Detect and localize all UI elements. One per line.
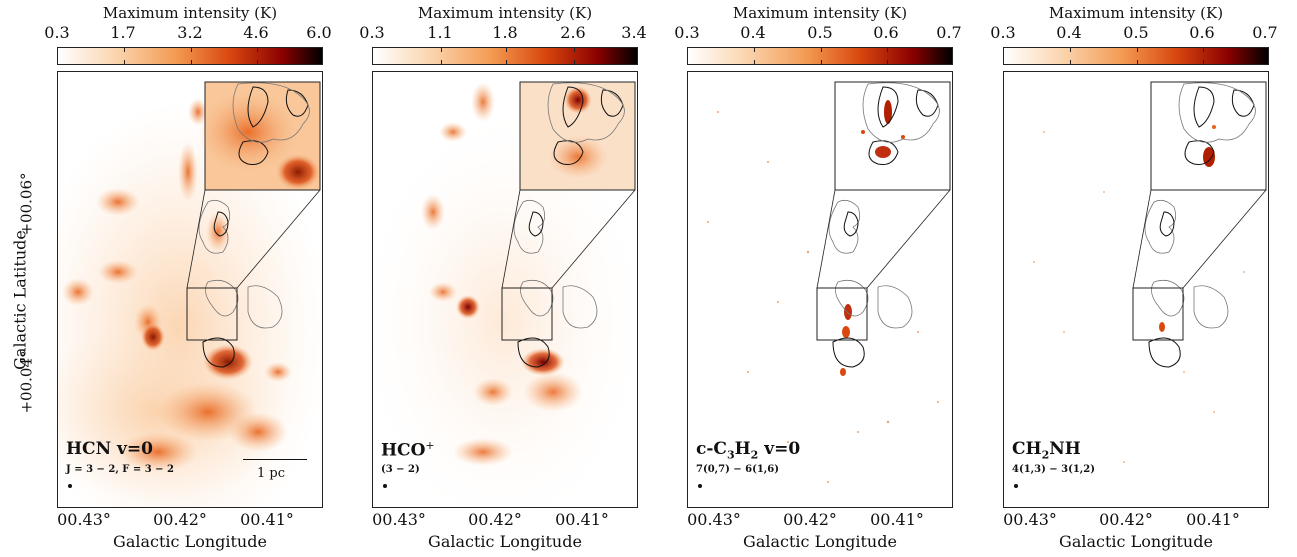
colorbar-tick: 0.4	[1056, 23, 1082, 42]
transition-label: 7(0,7) − 6(1,6)	[696, 464, 779, 475]
map-graphic	[373, 81, 637, 507]
intensity-map: HCO+ (3 − 2)	[372, 71, 638, 508]
colorbar-tick: 2.6	[560, 23, 586, 42]
x-tick-labels: 00.43° 00.42° 00.41°	[57, 510, 323, 532]
colorbar-tick: 0.6	[873, 23, 899, 42]
colorbar-tick: 0.5	[807, 23, 833, 42]
x-tick: 00.42°	[1099, 510, 1153, 529]
x-tick-labels: 00.43° 00.42° 00.41°	[1003, 510, 1269, 532]
colorbar-tick: 1.7	[110, 23, 136, 42]
colorbar-tick: 0.5	[1123, 23, 1149, 42]
x-tick: 00.42°	[153, 510, 207, 529]
colorbar-tick: 6.0	[306, 23, 332, 42]
colorbar-tick: 1.8	[492, 23, 518, 42]
colorbar-tick: 0.4	[740, 23, 766, 42]
colorbar-tick-labels: 0.3 1.1 1.8 2.6 3.4	[359, 23, 646, 43]
x-axis-label: Galactic Longitude	[1059, 532, 1213, 551]
x-axis-label: Galactic Longitude	[113, 532, 267, 551]
colorbar-title: Maximum intensity (K)	[1048, 4, 1224, 22]
x-tick: 00.43°	[687, 510, 741, 529]
x-tick: 00.42°	[468, 510, 522, 529]
colorbar-title: Maximum intensity (K)	[732, 4, 908, 22]
panel-hco-plus: Maximum intensity (K) 0.3 1.1 1.8 2.6 3.…	[359, 0, 657, 557]
colorbar-tick: 0.3	[674, 23, 700, 42]
species-label: c-C3H2 v=0	[696, 439, 801, 462]
species-label: HCN v=0	[66, 439, 154, 459]
colorbar-tick: 0.7	[1252, 23, 1278, 42]
colorbar-tick: 0.3	[990, 23, 1016, 42]
colorbar	[687, 47, 953, 65]
species-label: CH2NH	[1012, 439, 1081, 462]
intensity-map: HCN v=0 J = 3 − 2, F = 3 − 2 1 pc	[57, 71, 323, 508]
x-tick: 00.41°	[555, 510, 609, 529]
colorbar-tick-labels: 0.3 0.4 0.5 0.6 0.7	[674, 23, 961, 43]
x-tick: 00.41°	[1186, 510, 1240, 529]
colorbar-tick: 3.2	[177, 23, 203, 42]
beam-marker	[1014, 484, 1018, 488]
panel-c-c3h2: Maximum intensity (K) 0.3 0.4 0.5 0.6 0.…	[674, 0, 972, 557]
colorbar-tick: 4.6	[243, 23, 269, 42]
panel-hcn: Maximum intensity (K) 0.3 1.7 3.2 4.6 6.…	[18, 0, 342, 557]
colorbar-tick: 0.7	[936, 23, 962, 42]
colorbar-tick: 0.6	[1189, 23, 1215, 42]
x-tick-labels: 00.43° 00.42° 00.41°	[687, 510, 953, 532]
intensity-map: CH2NH 4(1,3) − 3(1,2)	[1003, 71, 1269, 508]
scale-bar	[243, 459, 307, 460]
colorbar-tick-labels: 0.3 1.7 3.2 4.6 6.0	[44, 23, 331, 43]
x-tick-labels: 00.43° 00.42° 00.41°	[372, 510, 638, 532]
colorbar-tick-labels: 0.3 0.4 0.5 0.6 0.7	[990, 23, 1277, 43]
x-tick: 00.43°	[372, 510, 426, 529]
transition-label: 4(1,3) − 3(1,2)	[1012, 464, 1095, 475]
x-tick: 00.41°	[870, 510, 924, 529]
colorbar	[57, 47, 323, 65]
map-graphic	[707, 81, 951, 483]
transition-label: (3 − 2)	[381, 464, 420, 475]
x-tick: 00.41°	[240, 510, 294, 529]
colorbar-tick: 3.4	[621, 23, 647, 42]
map-graphic	[58, 81, 322, 507]
x-axis-label: Galactic Longitude	[428, 532, 582, 551]
scale-bar-label: 1 pc	[257, 466, 286, 481]
colorbar	[1003, 47, 1269, 65]
y-tick: +00.04°	[17, 350, 36, 414]
y-tick: +00.06°	[17, 172, 36, 236]
colorbar-tick: 1.1	[427, 23, 453, 42]
colorbar-title: Maximum intensity (K)	[417, 4, 593, 22]
beam-marker	[698, 484, 702, 488]
y-axis-label: Galactic Latitude	[10, 230, 30, 370]
x-tick: 00.42°	[783, 510, 837, 529]
x-tick: 00.43°	[57, 510, 111, 529]
beam-marker	[68, 484, 72, 488]
colorbar-tick: 0.3	[44, 23, 70, 42]
x-axis-label: Galactic Longitude	[743, 532, 897, 551]
map-graphic	[1033, 81, 1267, 463]
x-tick: 00.43°	[1003, 510, 1057, 529]
intensity-map: c-C3H2 v=0 7(0,7) − 6(1,6)	[687, 71, 953, 508]
panel-ch2nh: Maximum intensity (K) 0.3 0.4 0.5 0.6 0.…	[990, 0, 1288, 557]
transition-label: J = 3 − 2, F = 3 − 2	[66, 464, 174, 475]
colorbar	[372, 47, 638, 65]
colorbar-title: Maximum intensity (K)	[102, 4, 278, 22]
colorbar-tick: 0.3	[359, 23, 385, 42]
species-label: HCO+	[381, 439, 435, 461]
beam-marker	[383, 484, 387, 488]
